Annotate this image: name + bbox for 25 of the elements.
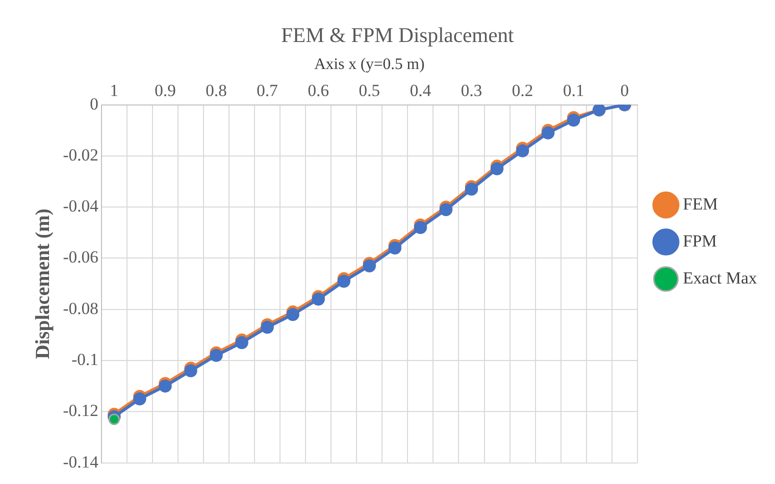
- y-tick-label: -0.06: [62, 248, 98, 267]
- y-axis-title: Displacement (m): [32, 208, 54, 360]
- x-tick-label: 0.5: [358, 81, 380, 100]
- x-tick-label: 0.6: [308, 81, 329, 100]
- y-tick-label: -0.1: [71, 350, 98, 369]
- chart-title: FEM & FPM Displacement: [281, 23, 514, 48]
- legend-label: FEM: [682, 194, 718, 214]
- x-tick-label: 0.1: [562, 81, 584, 100]
- y-tick-label: -0.08: [62, 298, 98, 318]
- x-tick-label: 0.4: [410, 81, 432, 100]
- legend-label: Exact Max: [682, 268, 758, 288]
- y-tick-label: 0: [90, 94, 98, 114]
- x-axis-title: Axis x (y=0.5 m): [314, 56, 425, 74]
- y-tick-label: -0.02: [62, 145, 98, 164]
- y-tick-label: -0.04: [62, 196, 99, 216]
- x-tick-label: 1: [110, 81, 118, 100]
- legend-label: FPM: [682, 231, 717, 250]
- y-tick-label: -0.12: [62, 401, 98, 420]
- x-tick-label: 0: [620, 81, 629, 100]
- x-tick-label: 0.8: [206, 81, 227, 100]
- x-tick-label: 0.2: [512, 81, 534, 100]
- x-tick-label: 0.3: [460, 81, 482, 100]
- y-tick-label: -0.14: [62, 452, 99, 472]
- x-tick-label: 0.9: [154, 81, 176, 100]
- x-tick-label: 0.7: [256, 81, 278, 100]
